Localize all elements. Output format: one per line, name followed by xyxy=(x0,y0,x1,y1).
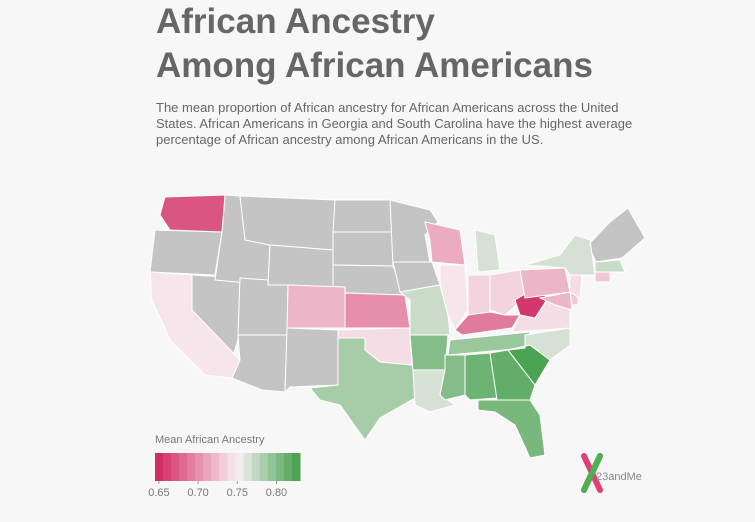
no-data-region xyxy=(231,334,288,393)
legend-swatch xyxy=(179,453,188,481)
legend-swatch xyxy=(243,453,253,481)
legend-swatch xyxy=(163,453,172,481)
legend-tick-label: 0.75 xyxy=(227,487,248,499)
title-line: Among African Americans xyxy=(156,46,593,85)
legend-swatch xyxy=(235,453,245,481)
state xyxy=(477,399,546,459)
no-data-region xyxy=(239,195,336,251)
legend-swatch xyxy=(187,453,196,481)
legend-swatch xyxy=(275,453,285,481)
no-data-region xyxy=(237,277,289,336)
legend-swatch xyxy=(211,453,220,481)
legend-swatch xyxy=(291,453,301,481)
legend-swatch xyxy=(195,453,204,481)
legend-swatch xyxy=(155,453,164,481)
legend-title: Mean African Ancestry xyxy=(155,434,265,446)
no-data-region xyxy=(149,229,223,276)
legend-swatch xyxy=(259,453,269,481)
no-data-region xyxy=(587,207,646,263)
state xyxy=(454,311,521,336)
subtitle: The mean proportion of African ancestry … xyxy=(156,100,633,147)
no-data-region xyxy=(332,199,393,233)
state xyxy=(489,349,536,401)
legend-swatch xyxy=(227,453,237,481)
legend-tick-label: 0.80 xyxy=(266,487,287,499)
state xyxy=(594,271,611,283)
legend-swatch xyxy=(219,453,228,481)
no-data-region xyxy=(332,231,394,267)
no-data-region xyxy=(389,199,439,267)
legend-tick-label: 0.65 xyxy=(148,487,169,499)
state xyxy=(538,291,573,311)
no-data-region xyxy=(267,244,334,288)
state xyxy=(149,271,241,379)
title-line: African Ancestry xyxy=(156,2,435,41)
state xyxy=(464,352,498,401)
state xyxy=(507,327,571,361)
legend-swatch xyxy=(171,453,180,481)
no-data-region xyxy=(284,327,339,394)
legend-swatch xyxy=(283,453,293,481)
legend-swatch xyxy=(267,453,277,481)
brand: 23andMe xyxy=(596,471,642,483)
state xyxy=(594,259,626,273)
state xyxy=(344,292,411,329)
state xyxy=(569,274,583,299)
legend-tick-label: 0.70 xyxy=(187,487,208,499)
state xyxy=(524,234,596,276)
state xyxy=(159,194,226,233)
legend-swatch xyxy=(251,453,261,481)
legend-swatch xyxy=(203,453,212,481)
state xyxy=(409,334,449,371)
state xyxy=(474,229,501,273)
state xyxy=(309,337,421,441)
logo: 23andMe xyxy=(581,453,642,493)
state xyxy=(286,284,346,329)
state xyxy=(467,274,491,316)
title: African Ancestry Among African Americans xyxy=(156,0,593,88)
logo-mark xyxy=(581,453,603,493)
state xyxy=(424,221,466,266)
